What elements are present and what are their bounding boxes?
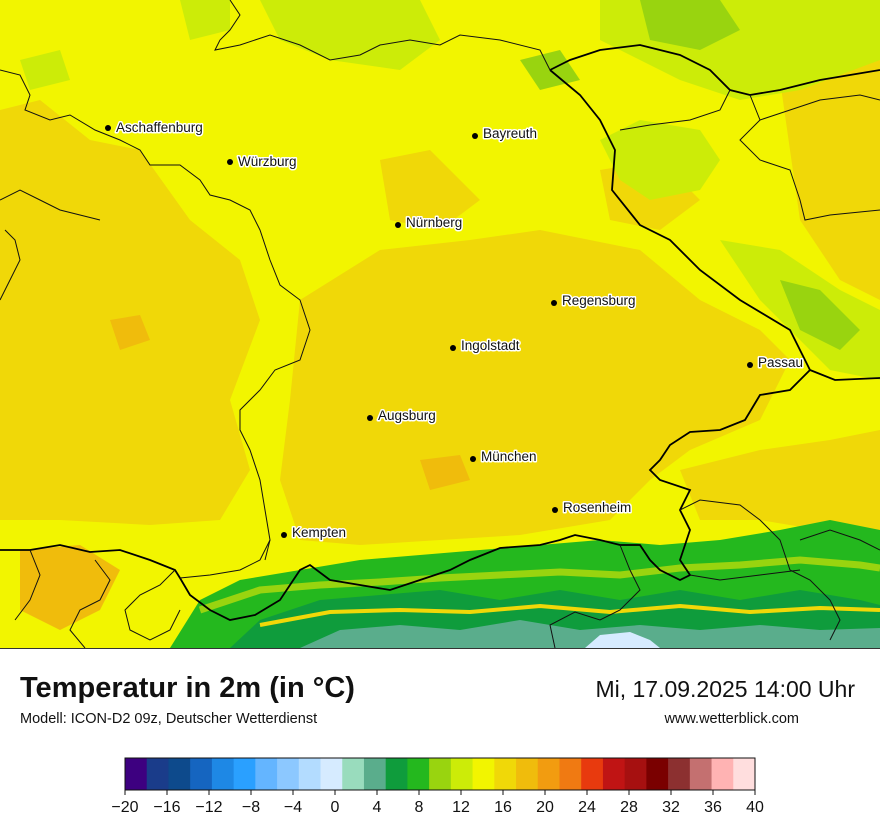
legend-swatch (168, 758, 191, 790)
svg-text:Würzburg: Würzburg (238, 154, 297, 169)
city-ingolstadt[interactable]: Ingolstadt (450, 337, 521, 355)
legend-tick-label: 28 (620, 799, 638, 816)
city-regensburg[interactable]: Regensburg (551, 292, 637, 310)
legend-tick-label: 4 (373, 799, 382, 816)
svg-text:Nürnberg: Nürnberg (406, 215, 462, 230)
city-passau[interactable]: Passau (747, 354, 805, 372)
legend-swatch (472, 758, 495, 790)
legend-tick-label: 8 (415, 799, 424, 816)
svg-text:Rosenheim: Rosenheim (563, 500, 631, 515)
legend-tick-label: 36 (704, 799, 722, 816)
legend-tick-label: 40 (746, 799, 764, 816)
legend-tick-label: −20 (111, 799, 138, 816)
temperature-map: Aschaffenburg Würzburg Bayreuth Nürnberg… (0, 0, 880, 648)
legend-swatch (190, 758, 213, 790)
legend-swatch (255, 758, 278, 790)
legend-tick-label: 0 (331, 799, 340, 816)
legend-swatch (733, 758, 756, 790)
legend-swatch (385, 758, 408, 790)
svg-text:Passau: Passau (758, 355, 803, 370)
city-rosenheim[interactable]: Rosenheim (552, 499, 633, 517)
city-wuerzburg[interactable]: Würzburg (227, 153, 298, 171)
legend-tick-label: 20 (536, 799, 554, 816)
legend-tick-label: −4 (284, 799, 302, 816)
svg-text:Ingolstadt: Ingolstadt (461, 338, 520, 353)
city-muenchen[interactable]: München (470, 448, 538, 466)
legend-tick-label: −12 (195, 799, 222, 816)
legend-swatch (233, 758, 256, 790)
website-link[interactable]: www.wetterblick.com (664, 711, 799, 727)
legend-swatch (646, 758, 669, 790)
legend-swatch (624, 758, 647, 790)
legend-swatch (516, 758, 539, 790)
svg-text:Aschaffenburg: Aschaffenburg (116, 120, 203, 135)
legend-swatch (363, 758, 387, 790)
legend-swatch (277, 758, 300, 790)
legend-tick-label: 16 (494, 799, 512, 816)
legend-tick-label: 12 (452, 799, 470, 816)
color-legend: −20 −16 −12 −8 −4 0 4 8 12 16 20 24 28 32 36 40 (105, 756, 775, 826)
legend-swatch (559, 758, 582, 790)
state-borders (0, 0, 880, 648)
city-aschaffenburg[interactable]: Aschaffenburg (105, 119, 204, 137)
legend-border (124, 757, 756, 791)
alps-zone (170, 520, 880, 648)
legend-swatch (581, 758, 604, 790)
legend-swatch (602, 758, 626, 790)
model-source: Modell: ICON-D2 09z, Deutscher Wetterdie… (20, 711, 318, 727)
map-title: Temperatur in 2m (in °C) (20, 672, 355, 704)
legend-tick-label: −8 (242, 799, 260, 816)
legend-swatch (298, 758, 322, 790)
legend-tick-label: 32 (662, 799, 680, 816)
svg-text:Regensburg: Regensburg (562, 293, 636, 308)
forecast-datetime: Mi, 17.09.2025 14:00 Uhr (595, 676, 855, 702)
legend-tick-label: 24 (578, 799, 596, 816)
city-markers: Aschaffenburg Würzburg Bayreuth Nürnberg… (105, 119, 805, 542)
svg-text:Bayreuth: Bayreuth (483, 126, 537, 141)
legend-swatch (429, 758, 452, 790)
svg-text:Kempten: Kempten (292, 525, 346, 540)
legend-swatch (211, 758, 235, 790)
legend-swatch (320, 758, 343, 790)
city-bayreuth[interactable]: Bayreuth (472, 125, 539, 143)
city-nuernberg[interactable]: Nürnberg (395, 214, 464, 232)
legend-swatch (450, 758, 474, 790)
legend-swatch (494, 758, 517, 790)
legend-swatch (125, 758, 148, 790)
legend-swatch (711, 758, 734, 790)
svg-text:München: München (481, 449, 537, 464)
legend-swatch (342, 758, 365, 790)
city-augsburg[interactable]: Augsburg (367, 407, 437, 425)
legend-swatch (407, 758, 430, 790)
city-kempten[interactable]: Kempten (281, 524, 348, 542)
hot-zones (20, 315, 470, 630)
legend-swatch (689, 758, 713, 790)
legend-scale: −20 −16 −12 −8 −4 0 4 8 12 16 20 24 28 32 36 40 (111, 757, 764, 816)
svg-text:Augsburg: Augsburg (378, 408, 436, 423)
legend-tick-label: −16 (153, 799, 180, 816)
legend-swatch (537, 758, 560, 790)
legend-swatch (146, 758, 169, 790)
map-divider (0, 648, 880, 649)
legend-swatch (668, 758, 691, 790)
country-border (0, 44, 880, 621)
